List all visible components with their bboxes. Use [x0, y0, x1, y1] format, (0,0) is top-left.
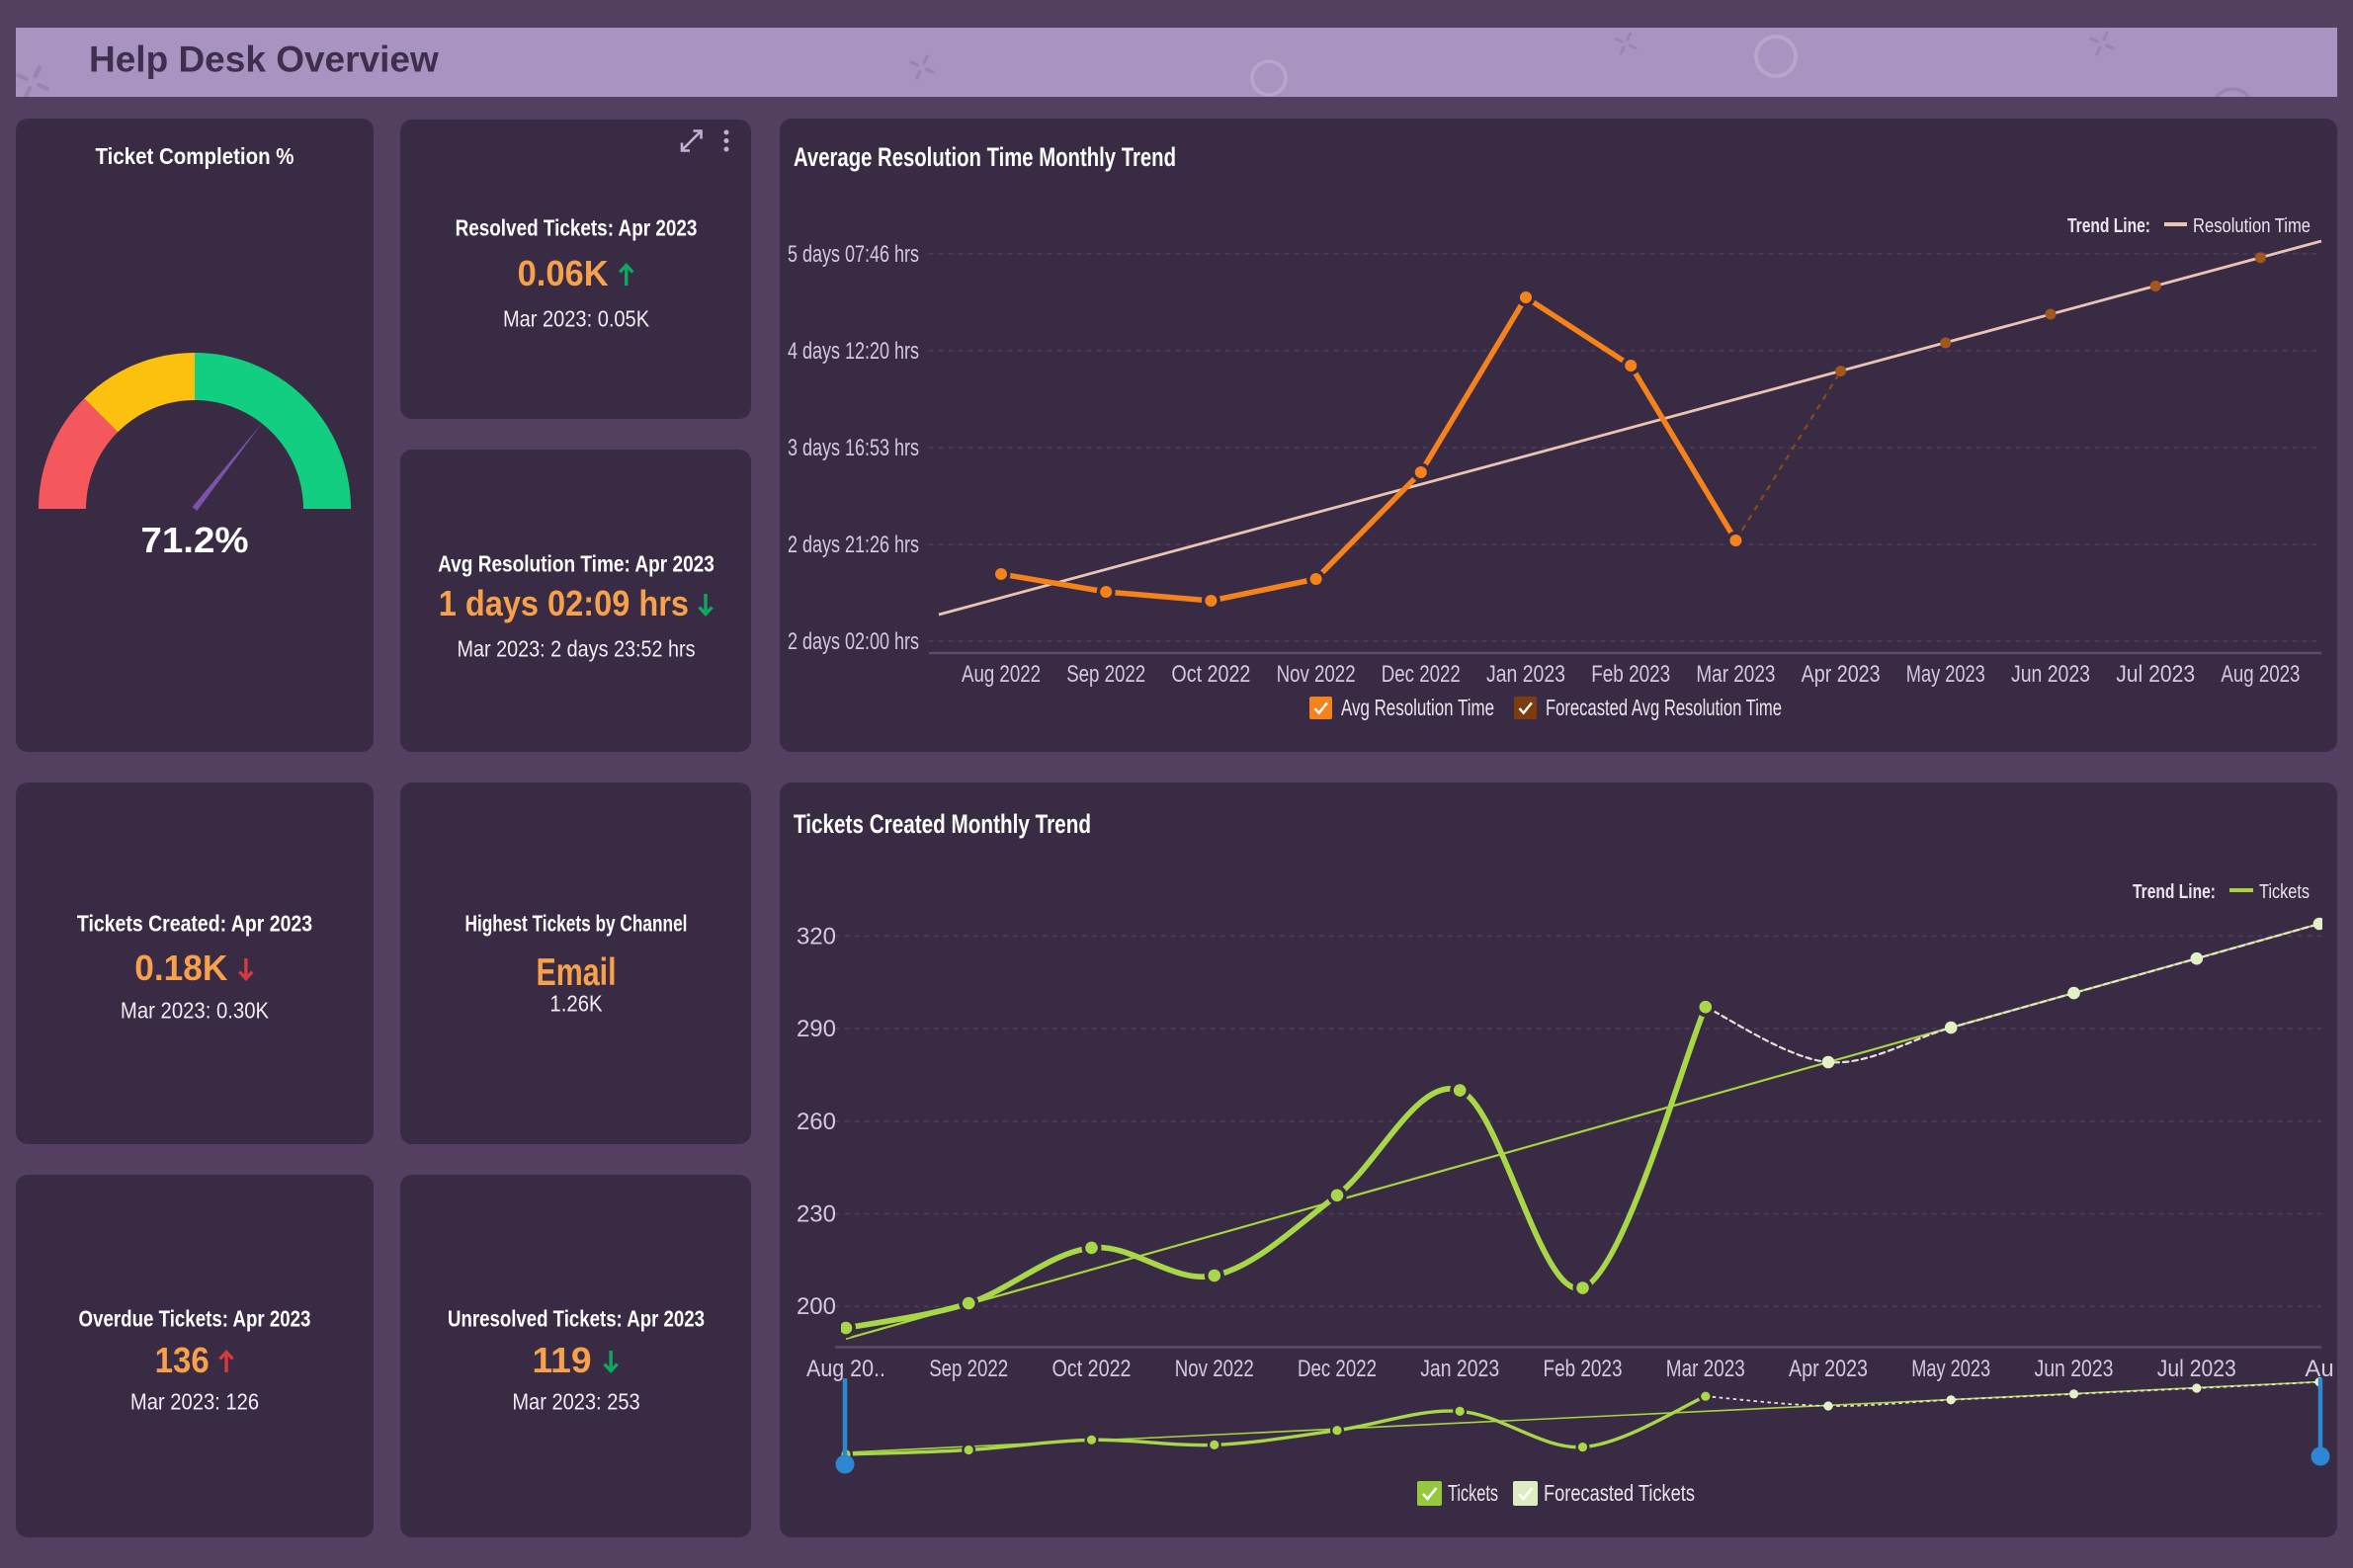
svg-text:Jan 2023: Jan 2023: [1420, 1356, 1499, 1382]
svg-text:Mar 2023: Mar 2023: [1696, 661, 1775, 688]
svg-text:200: 200: [797, 1293, 836, 1320]
svg-text:Tickets: Tickets: [2259, 881, 2310, 903]
svg-text:Average Resolution Time Monthl: Average Resolution Time Monthly Trend: [794, 142, 1176, 172]
svg-text:Feb 2023: Feb 2023: [1591, 661, 1670, 688]
svg-text:Resolution Time: Resolution Time: [2193, 215, 2311, 237]
svg-text:3 days 16:53 hrs: 3 days 16:53 hrs: [788, 435, 919, 461]
svg-text:320: 320: [797, 923, 836, 949]
svg-text:Apr 2023: Apr 2023: [1802, 661, 1881, 688]
svg-text:Tickets Created Monthly Trend: Tickets Created Monthly Trend: [794, 809, 1091, 839]
svg-text:Oct 2022: Oct 2022: [1171, 661, 1250, 688]
svg-text:Dec 2022: Dec 2022: [1298, 1356, 1377, 1382]
svg-text:Nov 2022: Nov 2022: [1277, 661, 1356, 688]
svg-text:2 days 21:26 hrs: 2 days 21:26 hrs: [788, 532, 919, 558]
svg-text:Sep 2022: Sep 2022: [1066, 661, 1145, 688]
svg-text:May 2023: May 2023: [1906, 661, 1985, 688]
svg-text:Dec 2022: Dec 2022: [1382, 661, 1461, 688]
svg-text:Feb 2023: Feb 2023: [1544, 1356, 1623, 1382]
svg-text:Jul 2023: Jul 2023: [2157, 1356, 2236, 1382]
svg-text:May 2023: May 2023: [1911, 1356, 1990, 1382]
svg-text:Mar 2023: Mar 2023: [1666, 1356, 1745, 1382]
svg-text:Oct 2022: Oct 2022: [1052, 1356, 1132, 1382]
svg-text:Jun 2023: Jun 2023: [2035, 1356, 2114, 1382]
svg-text:230: 230: [797, 1201, 836, 1228]
svg-text:2 days 02:00 hrs: 2 days 02:00 hrs: [788, 628, 919, 655]
svg-text:Trend Line:: Trend Line:: [2133, 881, 2216, 903]
svg-text:Ticket Completion %: Ticket Completion %: [96, 143, 294, 169]
svg-text:Sep 2022: Sep 2022: [929, 1356, 1008, 1382]
svg-text:Jul 2023: Jul 2023: [2116, 661, 2195, 688]
svg-text:260: 260: [797, 1109, 836, 1135]
svg-text:71.2%: 71.2%: [141, 520, 249, 560]
svg-text:Nov 2022: Nov 2022: [1175, 1356, 1254, 1382]
svg-text:Tickets: Tickets: [1448, 1480, 1498, 1506]
svg-text:Apr 2023: Apr 2023: [1789, 1356, 1868, 1382]
svg-text:Jan 2023: Jan 2023: [1486, 661, 1565, 688]
svg-text:Avg Resolution Time: Avg Resolution Time: [1341, 695, 1494, 720]
svg-text:Forecasted Tickets: Forecasted Tickets: [1544, 1480, 1695, 1506]
svg-text:Forecasted Avg Resolution Time: Forecasted Avg Resolution Time: [1546, 695, 1782, 720]
svg-text:Aug 2023: Aug 2023: [2221, 661, 2300, 688]
svg-text:290: 290: [797, 1016, 836, 1042]
svg-text:Trend Line:: Trend Line:: [2067, 215, 2150, 237]
svg-text:4 days 12:20 hrs: 4 days 12:20 hrs: [788, 338, 919, 365]
svg-text:Jun 2023: Jun 2023: [2011, 661, 2090, 688]
svg-text:5 days 07:46 hrs: 5 days 07:46 hrs: [788, 241, 919, 268]
svg-text:Aug 20..: Aug 20..: [806, 1356, 885, 1382]
svg-text:Aug 2022: Aug 2022: [962, 661, 1041, 688]
